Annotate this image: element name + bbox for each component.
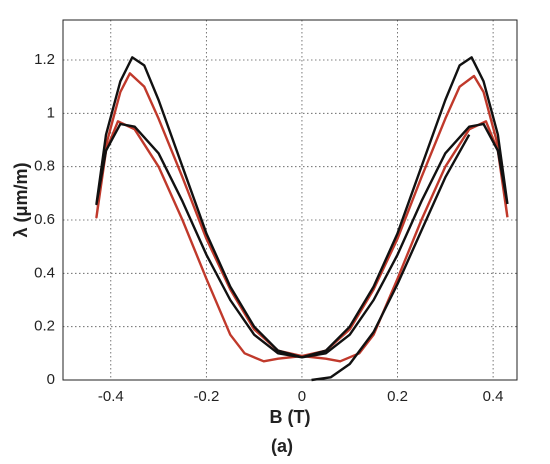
x-tick-label: 0 <box>298 388 306 405</box>
y-tick-label: 0 <box>47 371 55 388</box>
x-tick-label: -0.4 <box>98 388 124 405</box>
y-tick-label: 0.4 <box>34 264 55 281</box>
y-tick-label: 0.6 <box>34 211 55 228</box>
y-tick-label: 1.2 <box>34 51 55 68</box>
x-tick-label: -0.2 <box>193 388 219 405</box>
x-axis-label: B (T) <box>270 407 311 427</box>
x-tick-label: 0.4 <box>483 388 504 405</box>
y-tick-label: 1 <box>47 104 55 121</box>
caption: (a) <box>271 436 293 456</box>
y-tick-label: 0.8 <box>34 158 55 175</box>
data-line <box>95 72 509 363</box>
plot-frame <box>62 19 518 381</box>
data-line <box>95 56 509 382</box>
y-axis-label: λ (μm/m) <box>11 162 31 237</box>
x-tick-label: 0.2 <box>387 388 408 405</box>
y-tick-label: 0.2 <box>34 318 55 335</box>
